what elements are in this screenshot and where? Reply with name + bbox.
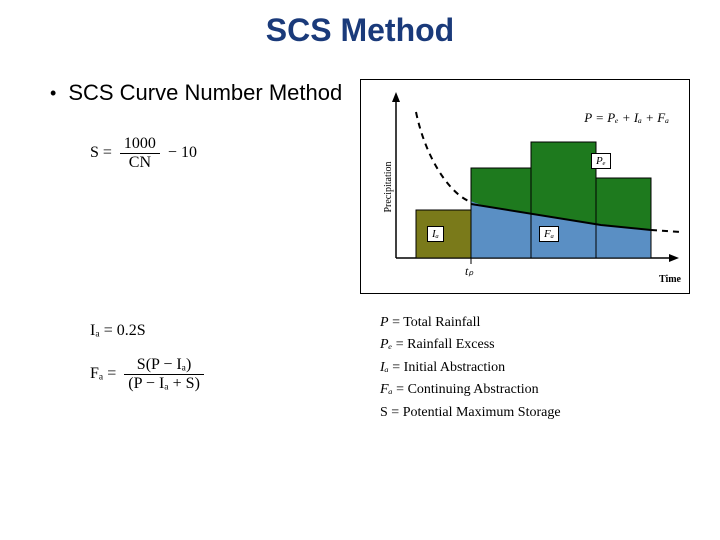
equation-fa: Fₐ = S(P − Iₐ) (P − Iₐ + S) bbox=[90, 356, 350, 393]
dashed-curve-right bbox=[651, 230, 681, 232]
method-heading: SCS Curve Number Method bbox=[68, 79, 342, 107]
def-s: S = Potential Maximum Storage bbox=[380, 402, 690, 424]
dashed-curve bbox=[416, 112, 471, 202]
s-lhs: S = bbox=[90, 144, 112, 161]
def-ia: Iₐ = Initial Abstraction bbox=[380, 357, 690, 379]
s-denominator: CN bbox=[120, 154, 160, 172]
left-column: • SCS Curve Number Method S = 1000 CN − … bbox=[50, 69, 350, 424]
pe-label-box: Pₑ bbox=[591, 153, 611, 169]
chart-equation: P = Pₑ + Iₐ + Fₐ bbox=[584, 110, 669, 126]
s-numerator: 1000 bbox=[120, 135, 160, 154]
fa-numerator: S(P − Iₐ) bbox=[124, 356, 204, 375]
content-area: • SCS Curve Number Method S = 1000 CN − … bbox=[0, 49, 720, 424]
slide-title: SCS Method bbox=[0, 0, 720, 49]
def-fa: Fₐ = Continuing Abstraction bbox=[380, 379, 690, 401]
y-axis-label: Precipitation bbox=[383, 161, 394, 212]
x-axis-arrow-icon bbox=[669, 254, 679, 262]
equation-s: S = 1000 CN − 10 bbox=[90, 135, 350, 172]
definitions-list: P = Total Rainfall Pₑ = Rainfall Excess … bbox=[380, 312, 690, 424]
fa-denominator: (P − Iₐ + S) bbox=[124, 375, 204, 393]
fa-fraction: S(P − Iₐ) (P − Iₐ + S) bbox=[124, 356, 204, 393]
fa-lhs: Fₐ = bbox=[90, 365, 116, 382]
s-fraction: 1000 CN bbox=[120, 135, 160, 172]
heading-row: • SCS Curve Number Method bbox=[50, 79, 350, 107]
tp-label: tₚ bbox=[465, 264, 473, 279]
y-axis-arrow-icon bbox=[392, 92, 400, 102]
s-tail: − 10 bbox=[168, 144, 197, 161]
ia-label-box: Iₐ bbox=[427, 226, 444, 242]
fa-label-box: Fₐ bbox=[539, 226, 559, 242]
right-column: Precipitation Time P = Pₑ + Iₐ + Fₐ Pₑ I… bbox=[350, 69, 690, 424]
x-axis-label: Time bbox=[659, 274, 681, 285]
equation-ia: Iₐ = 0.2S bbox=[90, 322, 350, 340]
def-p: P = Total Rainfall bbox=[380, 312, 690, 334]
precipitation-chart: Precipitation Time P = Pₑ + Iₐ + Fₐ Pₑ I… bbox=[360, 79, 690, 294]
bullet-icon: • bbox=[50, 79, 56, 107]
def-pe: Pₑ = Rainfall Excess bbox=[380, 334, 690, 356]
